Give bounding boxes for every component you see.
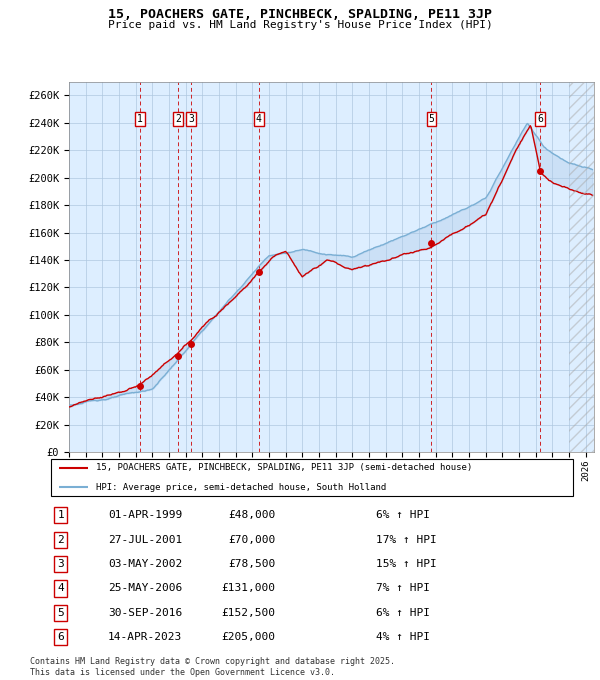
Text: 01-APR-1999: 01-APR-1999 [108,511,182,520]
Bar [569,82,594,452]
Text: 6% ↑ HPI: 6% ↑ HPI [376,608,430,618]
Text: HPI: Average price, semi-detached house, South Holland: HPI: Average price, semi-detached house,… [95,483,386,492]
Text: 1: 1 [137,114,143,124]
Text: 3: 3 [188,114,194,124]
Text: 2: 2 [175,114,181,124]
Text: £205,000: £205,000 [221,632,275,642]
Text: 25-MAY-2006: 25-MAY-2006 [108,583,182,594]
Text: £48,000: £48,000 [228,511,275,520]
Text: 27-JUL-2001: 27-JUL-2001 [108,534,182,545]
Text: 2: 2 [58,534,64,545]
Text: 14-APR-2023: 14-APR-2023 [108,632,182,642]
Text: 1: 1 [58,511,64,520]
Text: 7% ↑ HPI: 7% ↑ HPI [376,583,430,594]
Text: Contains HM Land Registry data © Crown copyright and database right 2025.
This d: Contains HM Land Registry data © Crown c… [30,657,395,677]
Text: 4: 4 [58,583,64,594]
Text: 6: 6 [58,632,64,642]
Text: 6: 6 [538,114,543,124]
Text: 3: 3 [58,559,64,569]
Text: £70,000: £70,000 [228,534,275,545]
Text: 5: 5 [428,114,434,124]
Text: 15, POACHERS GATE, PINCHBECK, SPALDING, PE11 3JP: 15, POACHERS GATE, PINCHBECK, SPALDING, … [108,8,492,21]
Text: 4% ↑ HPI: 4% ↑ HPI [376,632,430,642]
Text: £78,500: £78,500 [228,559,275,569]
Text: 6% ↑ HPI: 6% ↑ HPI [376,511,430,520]
FancyBboxPatch shape [50,458,574,496]
Text: 15, POACHERS GATE, PINCHBECK, SPALDING, PE11 3JP (semi-detached house): 15, POACHERS GATE, PINCHBECK, SPALDING, … [95,463,472,472]
Text: 5: 5 [58,608,64,618]
Text: 17% ↑ HPI: 17% ↑ HPI [376,534,437,545]
Text: Price paid vs. HM Land Registry's House Price Index (HPI): Price paid vs. HM Land Registry's House … [107,20,493,31]
Text: £152,500: £152,500 [221,608,275,618]
Text: 03-MAY-2002: 03-MAY-2002 [108,559,182,569]
Text: 15% ↑ HPI: 15% ↑ HPI [376,559,437,569]
Text: £131,000: £131,000 [221,583,275,594]
Text: 4: 4 [256,114,262,124]
Text: 30-SEP-2016: 30-SEP-2016 [108,608,182,618]
